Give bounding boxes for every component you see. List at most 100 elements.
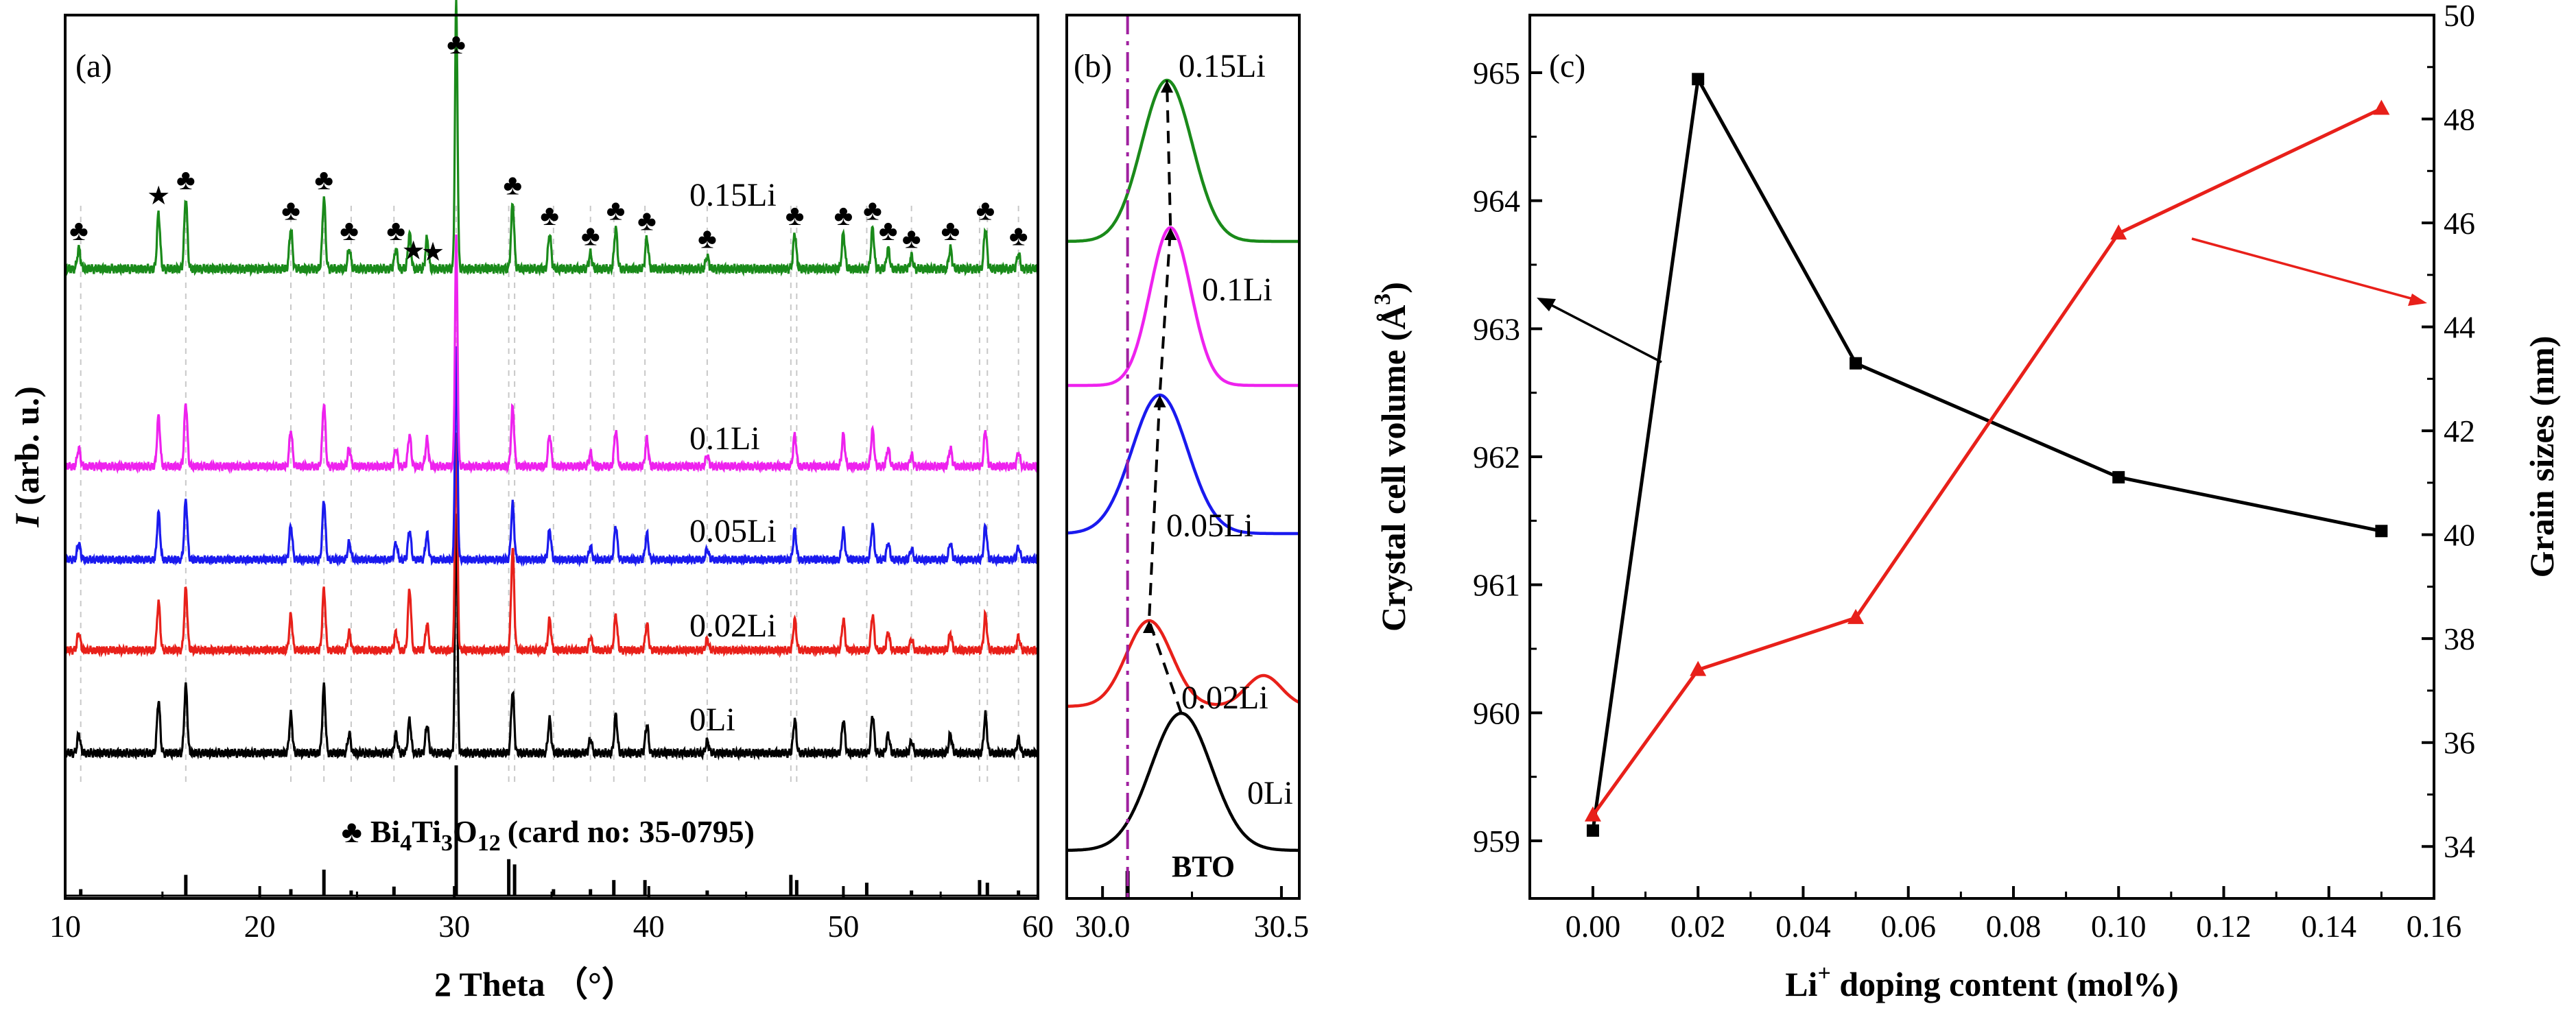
panel-b-x-tick-label: 30.5 <box>1254 909 1310 944</box>
curve-label-0.02Li: 0.02Li <box>689 608 777 644</box>
star-peak-marker: ★ <box>421 237 445 267</box>
xrd-curve-0.05Li <box>64 346 1039 568</box>
panel-c-left-y-tick-label: 965 <box>1473 56 1520 91</box>
panel-b-bto-label: BTO <box>1172 850 1235 883</box>
curve-label-0.15Li: 0.15Li <box>689 177 777 213</box>
panel-c-right-y-tick-label: 36 <box>2444 726 2475 761</box>
club-peak-marker: ♣ <box>1009 221 1028 252</box>
panel-c-label: (c) <box>1549 48 1585 84</box>
panel-c-left-y-tick-label: 962 <box>1473 440 1520 475</box>
right-axis-pointer-head <box>2408 294 2427 306</box>
panel-c-x-tick-label: 0.12 <box>2196 909 2252 944</box>
club-peak-marker: ♣ <box>785 200 805 232</box>
xrd-zoom-curve-0Li <box>1067 711 1299 852</box>
club-peak-marker: ♣ <box>447 29 466 60</box>
panel-b-label: (b) <box>1074 48 1112 84</box>
club-peak-marker: ♣ <box>340 215 359 247</box>
club-peak-marker: ♣ <box>879 215 898 247</box>
xrd-curve-0.1Li <box>64 234 1039 475</box>
right-axis-pointer <box>2191 237 2419 302</box>
grain-size-point <box>1690 660 1707 676</box>
club-peak-marker: ♣ <box>863 195 882 226</box>
panel-c-left-y-tick-label: 961 <box>1473 568 1520 603</box>
panel-b-curves: 0Li 0.02Li 0.05Li 0.1Li 0.15Li <box>1066 48 1300 898</box>
cell-volume-point <box>2112 470 2125 484</box>
xrd-zoom-curve-0.05Li <box>1066 393 1299 536</box>
panel-c-x-tick-label: 0.02 <box>1670 909 1726 944</box>
left-axis-pointer <box>1544 300 1662 363</box>
club-peak-marker: ♣ <box>176 165 196 196</box>
panel-a-x-tick-label: 60 <box>1022 909 1054 944</box>
panel-c-x-axis-label: Li+ doping content (mol%) <box>1785 961 2179 1003</box>
panel-c-right-y-tick-label: 38 <box>2444 621 2475 656</box>
club-peak-marker: ♣ <box>314 165 333 196</box>
panel-c-x-tick-label: 0.04 <box>1775 909 1831 944</box>
panel-c-x-tick-label: 0.06 <box>1880 909 1936 944</box>
panel-c-right-y-tick-label: 40 <box>2444 518 2475 553</box>
panel-a-y-axis-label: I (arb. u.) <box>8 386 46 528</box>
panel-a-peak-markers: ♣♣♣♣♣ ♣♣♣♣♣♣ ♣♣♣ ♣ ♣♣ ♣ ♣♣♣★★★ <box>69 29 1028 267</box>
panel-c-x-tick-label: 0.16 <box>2407 909 2462 944</box>
series-line-left <box>1591 73 2382 831</box>
cell-volume-point <box>1586 824 1599 837</box>
curve-label-0Li: 0Li <box>689 702 735 738</box>
panel-c-x-tick-label: 0.14 <box>2301 909 2356 944</box>
club-peak-marker: ♣ <box>941 215 960 247</box>
grain-size-point <box>2373 99 2390 115</box>
panel-c-left-y-tick-label: 964 <box>1473 184 1520 219</box>
panel-b-frame <box>1065 14 1301 900</box>
club-peak-marker: ♣ <box>281 195 300 226</box>
zoom-curve-label-0.1Li: 0.1Li <box>1202 272 1273 308</box>
club-peak-marker: ♣ <box>69 215 88 247</box>
panel-c-left-y-axis-label: Crystal cell volume (Å3) <box>1370 282 1413 632</box>
panel-a-x-tick-label: 50 <box>827 909 859 944</box>
club-peak-marker: ♣ <box>698 223 717 254</box>
curve-label-0.1Li: 0.1Li <box>689 420 760 457</box>
club-peak-marker: ♣ <box>637 205 657 237</box>
panel-c-right-y-tick-label: 44 <box>2444 310 2475 345</box>
panel-c-x-tick-label: 0.10 <box>2091 909 2147 944</box>
club-peak-marker: ♣ <box>834 200 853 232</box>
panel-b-arrowhead <box>1153 395 1166 407</box>
panel-c-left-y-tick-label: 960 <box>1473 695 1520 730</box>
cell-volume-point <box>2375 525 2388 538</box>
panel-a-reference-pattern <box>65 765 1038 897</box>
zoom-curve-label-0.02Li: 0.02Li <box>1181 680 1268 716</box>
panel-c-right-y-tick-label: 50 <box>2444 0 2475 33</box>
panel-a-x-tick-label: 10 <box>49 909 81 944</box>
panel-a-x-tick-label: 30 <box>438 909 470 944</box>
club-peak-marker: ♣ <box>503 169 522 201</box>
panel-c-series <box>1584 73 2390 837</box>
xrd-curve-0Li <box>64 514 1039 761</box>
panel-b-peak-shift-guide <box>1147 80 1183 714</box>
club-peak-marker: ♣ <box>606 195 626 226</box>
panel-b-arrowhead <box>1164 228 1177 240</box>
panel-a-curves: 0Li 0.02Li 0.05Li 0.1Li 0.15Li <box>64 0 1039 761</box>
panel-b-arrows <box>1142 80 1177 633</box>
panel-b-arrowhead <box>1161 80 1174 93</box>
xrd-zoom-curve-0.1Li <box>1067 226 1299 387</box>
panel-c-right-y-tick-label: 46 <box>2444 206 2475 241</box>
panel-c-ticks: 0.00 0.02 0.04 0.06 0.08 0.10 0.12 0.14 0.16 959 9… <box>1473 0 2475 944</box>
star-peak-marker: ★ <box>147 180 170 211</box>
panel-c-x-tick-label: 0.08 <box>1986 909 2042 944</box>
zoom-curve-label-0.15Li: 0.15Li <box>1179 48 1266 84</box>
club-peak-marker: ♣ <box>902 223 921 254</box>
xrd-zoom-curve-0.02Li <box>1067 619 1300 708</box>
series-line-right <box>1591 107 2383 817</box>
panel-a-x-tick-label: 40 <box>633 909 665 944</box>
panel-c-right-y-tick-label: 48 <box>2444 102 2475 137</box>
panel-c: 0.00 0.02 0.04 0.06 0.08 0.10 0.12 0.14 0.16 959 9… <box>1370 0 2561 1003</box>
panel-b-x-ticks: 30.0 30.5 <box>1075 886 1309 944</box>
panel-c-left-y-tick-label: 959 <box>1473 824 1520 859</box>
club-peak-marker: ♣ <box>540 200 559 232</box>
xrd-curve-0.15Li <box>64 0 1039 277</box>
club-peak-marker: ♣ <box>581 221 600 252</box>
zoom-curve-label-0.05Li: 0.05Li <box>1166 508 1253 544</box>
club-peak-marker: ♣ <box>386 215 405 247</box>
panel-b-arrowhead <box>1142 621 1155 633</box>
panel-a-grid <box>80 206 1019 782</box>
